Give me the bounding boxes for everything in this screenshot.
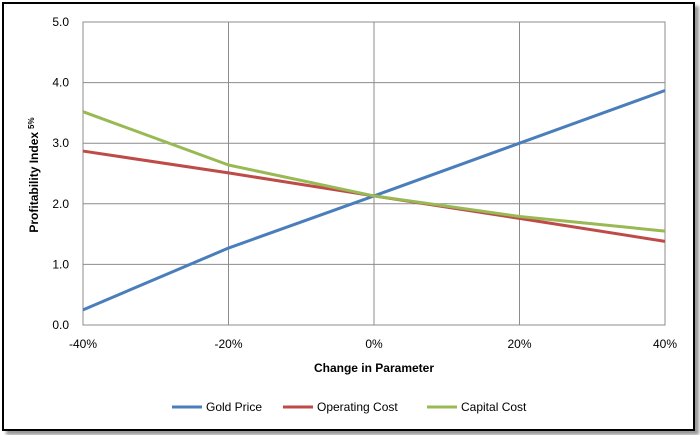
series-lines bbox=[82, 89, 666, 312]
legend-label: Operating Cost bbox=[317, 400, 398, 414]
x-axis-ticks: -40% -20% 0% 20% 40% bbox=[69, 337, 677, 351]
x-tick-label: -40% bbox=[69, 337, 97, 351]
legend-label: Gold Price bbox=[206, 400, 262, 414]
grid bbox=[82, 21, 666, 326]
plot-border bbox=[82, 21, 666, 326]
y-tick-label: 1.0 bbox=[52, 257, 69, 271]
y-tick-label: 2.0 bbox=[52, 197, 69, 211]
legend-item-capital-cost: Capital Cost bbox=[427, 400, 527, 414]
legend-label: Capital Cost bbox=[461, 400, 527, 414]
y-axis-title-main: Profitability Index bbox=[27, 132, 41, 233]
y-tick-label: 4.0 bbox=[52, 76, 69, 90]
x-axis-title: Change in Parameter bbox=[314, 361, 434, 375]
plot-area bbox=[82, 21, 666, 326]
x-tick-label: 20% bbox=[507, 337, 531, 351]
x-tick-label: -20% bbox=[214, 337, 242, 351]
legend-item-operating-cost: Operating Cost bbox=[283, 400, 398, 414]
y-axis-title: Profitability Index 5% bbox=[27, 117, 41, 232]
y-tick-label: 3.0 bbox=[52, 136, 69, 150]
chart-frame bbox=[2, 2, 695, 431]
y-tick-label: 0.0 bbox=[52, 318, 69, 332]
y-axis-ticks: 0.0 1.0 2.0 3.0 4.0 5.0 bbox=[52, 15, 69, 332]
y-tick-label: 5.0 bbox=[52, 15, 69, 29]
y-axis-title-subscript: 5% bbox=[27, 117, 36, 129]
legend: Gold Price Operating Cost Capital Cost bbox=[172, 400, 527, 414]
x-tick-label: 0% bbox=[365, 337, 383, 351]
x-tick-label: 40% bbox=[653, 337, 677, 351]
series-line-capital-cost bbox=[82, 110, 666, 233]
legend-item-gold-price: Gold Price bbox=[172, 400, 262, 414]
